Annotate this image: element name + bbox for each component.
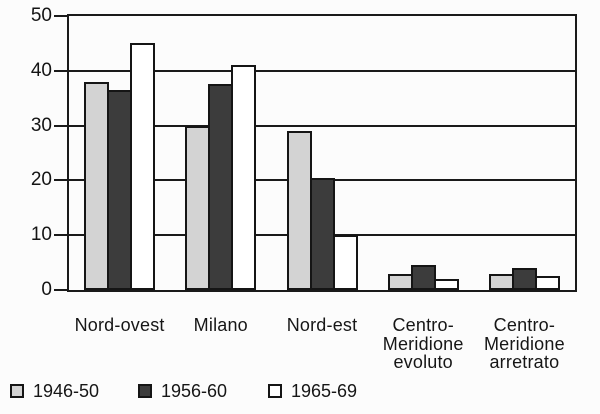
y-axis-tick-50	[54, 15, 68, 17]
y-axis-tick-0	[54, 289, 68, 291]
y-axis-label-20: 20	[30, 169, 52, 191]
bar-1946-50-centro-meridione-evoluto	[387, 274, 413, 290]
legend-label-1965-69: 1965-69	[291, 381, 358, 401]
bar-1946-50-milano	[185, 126, 211, 290]
x-axis-label-line: Meridione	[382, 333, 464, 354]
bar-1946-50-centro-meridione-arretrato	[488, 274, 514, 290]
bar-1965-69-nord-ovest	[130, 43, 156, 290]
legend-label-1946-50: 1946-50	[33, 381, 100, 401]
x-axis-label-line: Centro-	[493, 315, 556, 335]
legend: 1946-50 1956-60 1965-69	[0, 381, 600, 403]
bar-1956-60-milano	[208, 84, 234, 290]
bar-1965-69-centro-meridione-evoluto	[433, 279, 459, 290]
x-axis-label-nord-est: Nord-est	[262, 316, 382, 335]
x-axis-label-line: Centro-	[392, 315, 454, 335]
y-axis-label-40: 40	[30, 59, 52, 81]
x-axis-label-line: Nord-ovest	[74, 315, 165, 335]
y-axis-label-30: 30	[30, 114, 52, 136]
legend-swatch-1946-50	[10, 384, 24, 398]
legend-swatch-1965-69	[268, 384, 282, 398]
gridline-30	[69, 124, 575, 127]
bar-1946-50-nord-ovest	[84, 82, 110, 290]
legend-item-1956-60: 1956-60	[138, 381, 227, 401]
legend-item-1965-69: 1965-69	[268, 381, 357, 401]
plot-area	[67, 14, 577, 292]
y-axis-tick-40	[54, 69, 68, 72]
x-axis-label-centro-meridione-evoluto: Centro- Meridione evoluto	[363, 316, 483, 372]
x-axis-label-line: Nord-est	[286, 315, 358, 335]
x-axis-label-line: evoluto	[393, 352, 453, 372]
x-axis-label-line: arretrato	[489, 352, 560, 372]
x-axis-label-line: Milano	[193, 315, 248, 335]
bar-1956-60-centro-meridione-arretrato	[511, 268, 537, 290]
legend-item-1946-50: 1946-50	[10, 381, 99, 401]
y-axis-tick-10	[54, 234, 68, 237]
bar-1965-69-milano	[231, 65, 257, 290]
y-axis-tick-20	[54, 179, 68, 182]
y-axis-label-0: 0	[41, 279, 52, 300]
y-axis-label-50: 50	[30, 5, 52, 26]
y-axis-label-10: 10	[30, 224, 52, 246]
bar-1946-50-nord-est	[286, 131, 312, 290]
x-axis-label-line: Meridione	[483, 333, 565, 354]
bar-1956-60-centro-meridione-evoluto	[410, 265, 436, 290]
y-axis-tick-30	[54, 124, 68, 127]
bar-1965-69-nord-est	[332, 235, 358, 290]
x-axis-label-centro-meridione-arretrato: Centro- Meridione arretrato	[464, 316, 584, 372]
legend-swatch-1956-60	[138, 384, 152, 398]
legend-label-1956-60: 1956-60	[161, 381, 228, 401]
bar-1956-60-nord-ovest	[107, 90, 133, 290]
bar-1965-69-centro-meridione-arretrato	[534, 276, 560, 290]
bar-1956-60-nord-est	[309, 178, 335, 290]
gridline-40	[69, 69, 575, 72]
x-axis-label-milano: Milano	[161, 316, 281, 335]
x-axis-label-nord-ovest: Nord-ovest	[60, 316, 180, 335]
